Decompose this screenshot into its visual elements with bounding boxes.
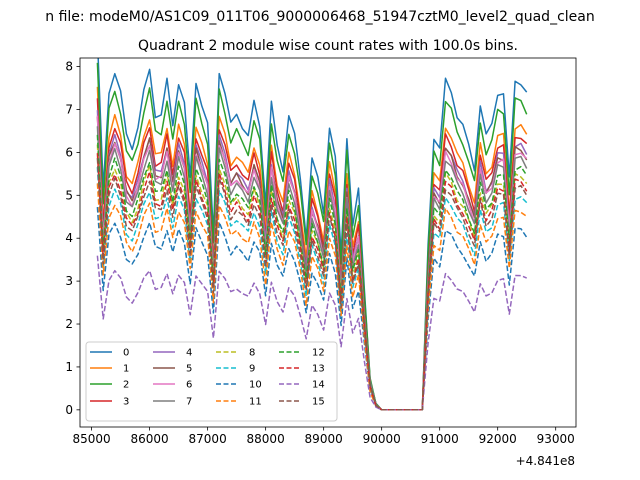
chart-title: Quadrant 2 module wise count rates with … [138,38,518,54]
legend-label-2: 2 [123,380,129,391]
legend-label-3: 3 [123,397,129,408]
x-tick-label: 86000 [131,432,169,446]
legend-label-11: 11 [249,397,262,408]
figure-suptitle: n file: modeM0/AS1C09_011T06_9000006468_… [45,9,594,25]
x-tick-label: 88000 [247,432,285,446]
legend-label-8: 8 [249,348,255,359]
y-tick-label: 7 [65,102,73,116]
series-line-6 [96,115,528,411]
legend-label-1: 1 [123,364,129,375]
series-line-1 [96,86,528,411]
y-tick-label: 8 [65,60,73,74]
series-layer [96,58,528,411]
legend-label-6: 6 [186,380,192,391]
series-line-2 [96,62,528,411]
plot-frame [79,57,577,428]
y-tick-label: 1 [65,360,73,374]
y-tick-label: 4 [65,231,73,245]
series-line-12 [96,134,528,411]
legend-label-9: 9 [249,364,255,375]
series-line-11 [96,183,528,411]
legend-label-13: 13 [312,364,325,375]
series-line-3 [96,98,528,411]
legend-frame [85,341,338,422]
series-line-15 [96,158,528,411]
x-tick-label: 87000 [189,432,227,446]
legend-label-5: 5 [186,364,192,375]
y-tick-label: 5 [65,188,73,202]
y-tick-label: 3 [65,274,73,288]
legend-label-15: 15 [312,397,325,408]
x-tick-label: 89000 [305,432,343,446]
x-tick-label: 93000 [537,432,575,446]
x-tick-label: 85000 [73,432,111,446]
legend-label-7: 7 [186,397,192,408]
series-line-0 [97,58,528,411]
y-tick-label: 0 [65,403,73,417]
x-tick-label: 90000 [363,432,401,446]
x-tick-label: 91000 [421,432,459,446]
series-line-13 [96,153,528,411]
y-tick-label: 6 [65,145,73,159]
x-tick-label: 92000 [479,432,517,446]
legend-label-10: 10 [249,380,262,391]
series-line-7 [96,126,528,411]
y-tick-label: 2 [65,317,73,331]
series-line-10 [96,207,528,411]
legend-label-14: 14 [312,380,325,391]
axes-layer: 85000 86000 87000 88000 89000 90000 91000 92000… [65,57,577,446]
series-line-14 [96,255,527,411]
x-offset-label: +4.841e8 [516,454,575,468]
legend-label-4: 4 [186,348,192,359]
legend-label-12: 12 [312,348,325,359]
legend-label-0: 0 [123,348,129,359]
